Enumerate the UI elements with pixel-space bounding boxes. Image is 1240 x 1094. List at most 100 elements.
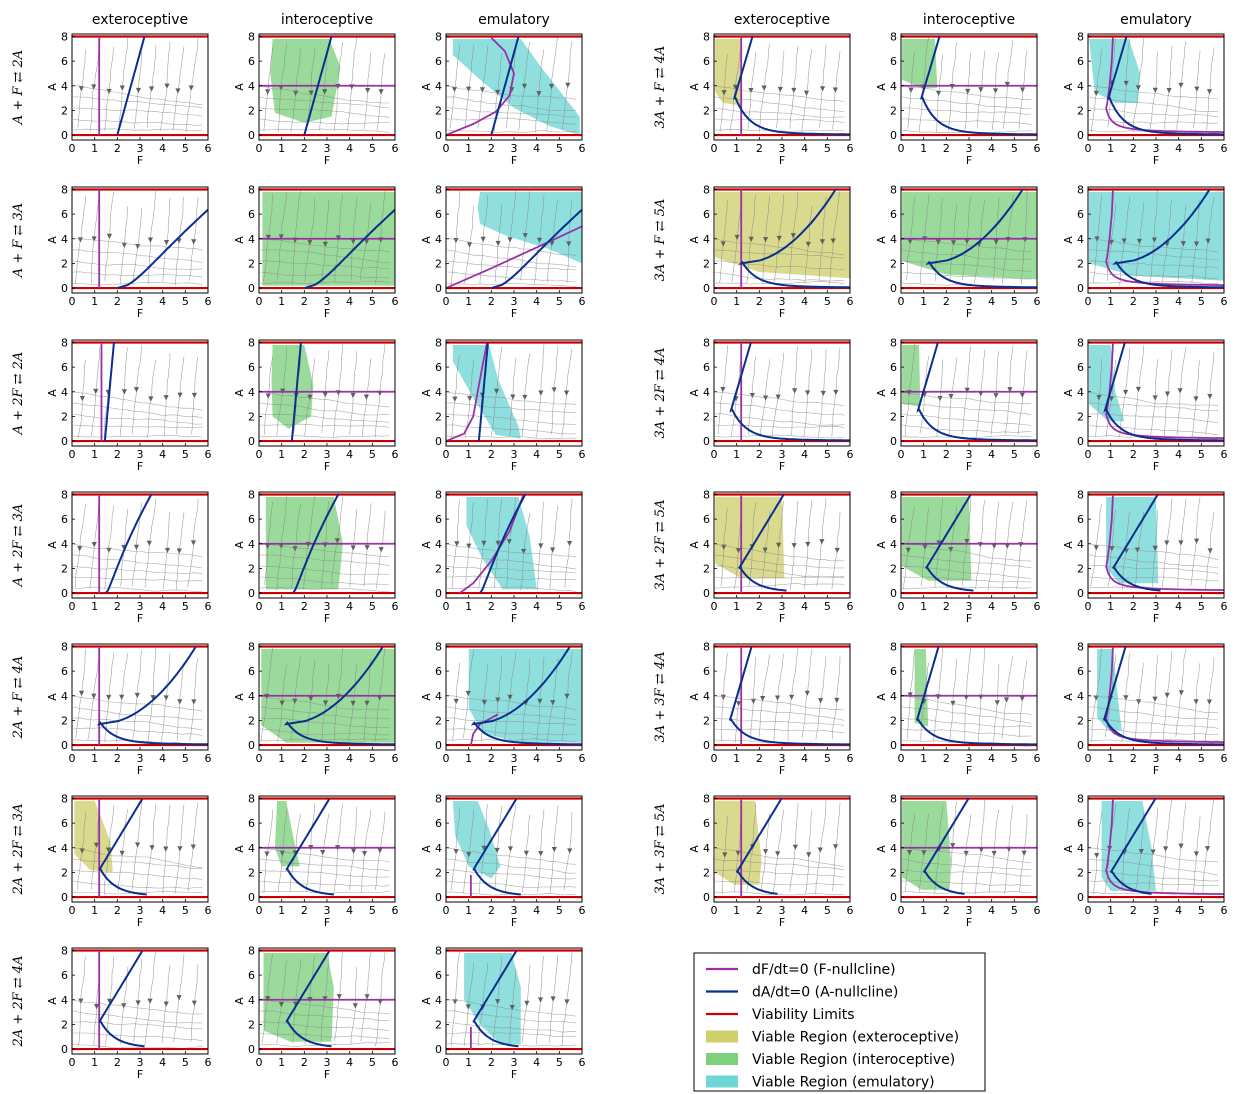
flow-arrow [805, 541, 811, 548]
flow-arrow [524, 1000, 530, 1006]
x-tick-label: 1 [465, 295, 472, 308]
viable-region [452, 38, 580, 136]
streamline [715, 554, 845, 569]
flow-arrow [93, 388, 99, 395]
x-tick-label: 2 [488, 904, 495, 917]
y-tick-label: 8 [703, 488, 710, 501]
x-tick-label: 0 [69, 752, 76, 765]
flow-arrow [792, 388, 798, 394]
streamline [75, 504, 86, 588]
phase-panel: 0 1 2 3 4 5 6 0 2 4 6 8 F A [46, 336, 212, 473]
x-tick-label: 0 [69, 1056, 76, 1069]
streamline [964, 647, 972, 742]
flow-arrow [495, 999, 501, 1005]
y-tick-label: 0 [1077, 282, 1084, 295]
flow-arrow [792, 844, 798, 850]
y-axis-label: A [420, 845, 433, 853]
x-axis-label: F [324, 1068, 330, 1081]
flow-arrow [1178, 843, 1184, 849]
streamline [260, 554, 390, 566]
x-tick-label: 4 [533, 142, 540, 155]
flow-arrow [93, 842, 100, 848]
streamline [260, 413, 390, 423]
x-tick-label: 4 [159, 752, 166, 765]
flow-arrow [510, 394, 516, 400]
y-tick-label: 6 [61, 817, 68, 830]
streamline [978, 647, 986, 742]
y-tick-label: 0 [890, 129, 897, 142]
streamline [260, 423, 390, 428]
y-axis-label: A [875, 693, 888, 701]
x-tick-label: 2 [943, 448, 950, 461]
x-tick-label: 4 [159, 142, 166, 155]
flow-arrow [265, 89, 271, 95]
viable-region [1089, 191, 1224, 281]
streamline [536, 343, 545, 438]
x-tick-label: 1 [1107, 295, 1114, 308]
x-tick-label: 1 [733, 142, 740, 155]
phase-panel: 0 1 2 3 4 5 6 0 2 4 6 8 F A [233, 183, 399, 320]
streamline [260, 576, 390, 586]
y-tick-label: 6 [435, 513, 442, 526]
flow-arrow [905, 547, 911, 553]
x-axis-label: F [779, 764, 785, 777]
y-tick-label: 8 [703, 640, 710, 653]
streamline [535, 49, 545, 133]
x-tick-label: 6 [392, 1056, 399, 1069]
streamline [332, 342, 344, 438]
x-axis-label: F [1153, 916, 1159, 929]
streamline [319, 47, 330, 131]
flow-arrow [479, 87, 486, 93]
streamline [1089, 249, 1219, 261]
x-tick-label: 6 [847, 752, 854, 765]
streamline [73, 391, 203, 411]
y-tick-label: 8 [890, 336, 897, 349]
x-tick-label: 6 [205, 142, 212, 155]
x-axis-label: F [137, 916, 143, 929]
x-tick-label: 6 [1221, 600, 1228, 613]
flow-arrow [948, 393, 954, 400]
a-nullcline [477, 342, 489, 442]
streamline [189, 197, 199, 281]
x-tick-label: 5 [556, 904, 563, 917]
x-axis-label: F [966, 916, 972, 929]
streamline [715, 565, 845, 579]
y-tick-label: 0 [61, 1043, 68, 1056]
x-tick-label: 4 [1175, 752, 1182, 765]
flow-arrow [78, 998, 84, 1004]
y-tick-label: 2 [61, 410, 68, 423]
viable-region [715, 800, 762, 885]
phase-panel: 0 1 2 3 4 5 6 0 2 4 6 8 F A [688, 183, 854, 320]
x-tick-label: 2 [756, 600, 763, 613]
x-tick-label: 5 [1198, 600, 1205, 613]
flow-arrow [564, 999, 570, 1005]
streamline [902, 391, 1032, 405]
flow-arrow [364, 994, 370, 1000]
streamline [290, 656, 301, 741]
x-tick-label: 6 [205, 295, 212, 308]
y-tick-label: 8 [248, 488, 255, 501]
x-tick-label: 0 [1085, 752, 1092, 765]
x-tick-label: 5 [182, 752, 189, 765]
x-tick-label: 0 [1085, 600, 1092, 613]
x-tick-label: 4 [988, 142, 995, 155]
x-tick-label: 2 [1130, 904, 1137, 917]
a-nullcline [285, 950, 332, 1048]
y-axis-label: A [420, 236, 433, 244]
streamline [902, 271, 1032, 280]
x-tick-label: 3 [511, 752, 518, 765]
x-tick-label: 6 [1034, 142, 1041, 155]
flow-arrow [495, 89, 501, 96]
streamline [447, 575, 577, 581]
flow-arrow [1135, 85, 1141, 91]
flow-arrow [748, 87, 754, 94]
flow-arrow [965, 88, 971, 95]
y-tick-label: 2 [435, 104, 442, 117]
y-tick-label: 2 [703, 410, 710, 423]
y-tick-label: 4 [61, 233, 68, 246]
flow-arrow [834, 697, 840, 704]
streamline [447, 402, 577, 413]
a-nullcline [1106, 36, 1224, 136]
y-tick-label: 0 [1077, 739, 1084, 752]
flow-arrow [465, 690, 471, 697]
